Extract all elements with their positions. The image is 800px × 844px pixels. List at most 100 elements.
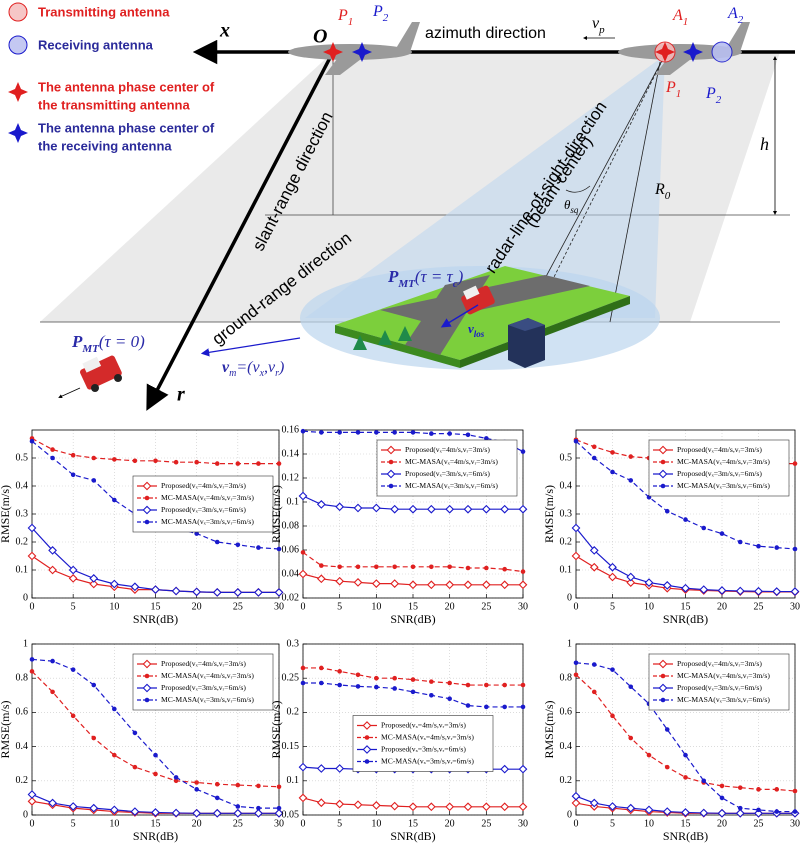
data-point	[591, 689, 597, 695]
data-point	[48, 798, 57, 808]
x-tick-label: 5	[610, 601, 615, 612]
data-point	[465, 565, 471, 571]
data-point	[447, 680, 452, 686]
legend-marker	[142, 659, 152, 669]
data-point	[502, 566, 507, 572]
data-point	[390, 801, 400, 811]
legend-label: MC-MASA(vₓ=4m/s,vᵣ=3m/s)	[161, 493, 254, 502]
data-point	[719, 531, 725, 536]
vp-sub: p	[598, 24, 605, 36]
legend-label: Proposed(vₓ=3m/s,vᵣ=6m/s)	[677, 683, 762, 692]
legend-label: Proposed(vₓ=3m/s,vᵣ=6m/s)	[677, 469, 762, 478]
x-tick-label: 15	[151, 818, 161, 829]
data-point	[27, 523, 37, 533]
y-axis-label: RMSE(m/s)	[542, 485, 556, 543]
data-point	[626, 803, 636, 813]
data-point	[484, 565, 489, 571]
data-point	[298, 569, 308, 579]
data-point	[89, 579, 99, 589]
vm-sub: m	[229, 368, 236, 379]
data-point	[628, 735, 634, 741]
p1-label: P	[665, 79, 676, 96]
data-point	[573, 672, 579, 678]
data-point	[502, 682, 507, 688]
data-point	[91, 735, 97, 741]
data-point	[737, 785, 743, 790]
data-point	[465, 703, 471, 708]
data-point	[194, 780, 199, 785]
data-point	[233, 808, 243, 818]
data-point	[235, 804, 241, 809]
data-point	[701, 778, 707, 784]
data-point	[91, 455, 97, 461]
x-axis-label: SNR(dB)	[663, 612, 708, 626]
legend-label: MC-MASA(vₓ=4m/s,vᵣ=3m/s)	[161, 671, 254, 680]
y-tick-label: 0.6	[560, 707, 573, 718]
x-tick-label: 30	[274, 601, 284, 612]
data-point	[353, 503, 363, 513]
data-point	[610, 667, 615, 672]
line-chart: 0.02 0.04 0.06 0.08 0.1 0.12 0.14 0.16 0 5 10 15 20 2…	[269, 424, 528, 625]
data-point	[233, 588, 243, 597]
data-point	[192, 587, 202, 597]
data-point	[591, 662, 597, 667]
legend-marker	[364, 759, 370, 764]
data-point	[518, 802, 528, 812]
data-point	[50, 689, 55, 695]
y-tick-label: 0.3	[560, 508, 573, 519]
x-axis-label: x	[219, 20, 230, 42]
x-tick-label: 0	[574, 818, 579, 829]
data-point	[29, 438, 35, 444]
y-tick-label: 0.3	[287, 638, 300, 649]
legend-marker	[658, 659, 668, 669]
data-point	[484, 436, 489, 441]
target-vehicle-start	[80, 355, 122, 392]
r0-label: R	[654, 181, 665, 198]
p2-label: P	[705, 85, 716, 102]
y-tick-label: 0.2	[560, 536, 573, 547]
y-tick-label: 0	[23, 592, 28, 603]
data-point	[27, 551, 37, 561]
data-point	[132, 764, 138, 770]
pmt-sub: MT	[397, 278, 416, 290]
data-point	[463, 802, 473, 812]
data-point	[374, 675, 379, 681]
data-point	[276, 461, 282, 466]
data-point	[371, 503, 381, 513]
y-tick-label: 0.5	[16, 452, 29, 463]
data-point	[298, 762, 308, 772]
x-tick-label: 5	[337, 601, 342, 612]
data-point	[790, 587, 800, 596]
data-point	[426, 802, 436, 812]
data-point	[573, 438, 579, 444]
vm-rest: =(v	[236, 359, 260, 376]
data-point	[29, 669, 35, 674]
data-point	[500, 802, 510, 812]
data-point	[717, 586, 727, 595]
y-tick-label: 0.3	[16, 508, 29, 519]
data-point	[50, 447, 55, 452]
data-point	[130, 807, 140, 816]
data-point	[735, 586, 745, 596]
y-tick-label: 0.2	[287, 707, 300, 718]
x-tick-label: 0	[301, 601, 306, 612]
x-tick-label: 5	[71, 601, 76, 612]
data-point	[737, 805, 743, 811]
data-point	[112, 457, 117, 462]
theta-sub: sq	[570, 205, 579, 215]
rx-antenna	[711, 41, 733, 63]
x-tick-label: 25	[233, 818, 243, 829]
data-point	[109, 805, 119, 815]
y-tick-label: 0.2	[560, 775, 573, 786]
data-point	[502, 704, 507, 710]
data-point	[429, 679, 434, 684]
legend-label: Proposed(vₓ=4m/s,vᵣ=3m/s)	[677, 659, 762, 668]
legend-marker	[144, 495, 150, 501]
data-point	[500, 764, 510, 774]
trees	[353, 326, 412, 350]
data-point	[173, 459, 179, 465]
x-axis-label: SNR(dB)	[133, 612, 178, 626]
x-tick-label: 30	[790, 601, 800, 612]
y-tick-label: 0.16	[282, 424, 300, 435]
line-chart: 00.20.40.60.810 5 10 15 20 25 30SNR(dB)RMSE(m/…	[0, 638, 284, 842]
